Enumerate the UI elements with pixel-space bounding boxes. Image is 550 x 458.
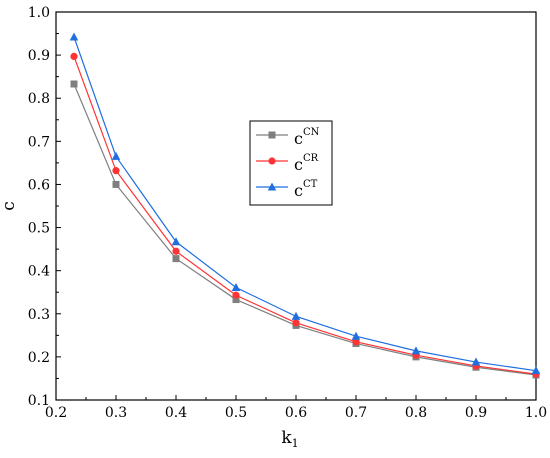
legend-label-cr: cCR	[294, 153, 319, 174]
data-point-ct	[411, 346, 421, 355]
data-point-cr	[292, 319, 300, 327]
y-tick-label: 0.4	[28, 264, 50, 280]
y-tick-label: 0.1	[28, 393, 50, 409]
x-tick-label: 0.3	[105, 405, 127, 421]
y-tick-label: 0.6	[28, 177, 50, 193]
legend-label-ct: cCT	[294, 179, 318, 200]
data-point-ct	[69, 32, 79, 41]
x-tick-label: 0.9	[465, 405, 487, 421]
data-point-cr	[112, 167, 120, 175]
x-tick-label: 1.0	[525, 405, 547, 421]
legend-label-base: c	[294, 129, 303, 148]
data-point-ct	[351, 331, 361, 340]
series-layer	[69, 32, 541, 379]
x-tick-label: 0.4	[165, 405, 187, 421]
x-axis-title-main: k	[281, 428, 292, 448]
y-tick-label: 0.2	[28, 350, 50, 366]
data-point-ct	[111, 151, 121, 160]
data-point-cn	[172, 255, 180, 263]
x-tick-label: 0.8	[405, 405, 427, 421]
data-point-ct	[171, 237, 181, 246]
y-tick-label: 0.3	[28, 307, 50, 323]
legend-label-cn: cCN	[294, 127, 320, 148]
x-tick-label: 0.5	[225, 405, 247, 421]
data-point-cn	[232, 296, 240, 304]
axes-layer: 0.2 0.3 0.4 0.5 0.6 0.7 0.8 0.9 1.00.10.20.30.40…	[28, 5, 547, 421]
y-axis-title: c	[0, 201, 19, 211]
axis-labels: c k1	[0, 201, 299, 450]
x-tick-label: 0.7	[345, 405, 367, 421]
x-tick-label: 0.6	[285, 405, 307, 421]
legend-marker-ct	[267, 182, 277, 191]
series-line-cr	[73, 56, 537, 375]
data-point-ct	[531, 366, 541, 375]
x-axis-title-sub: 1	[292, 437, 299, 450]
data-point-cr	[172, 247, 180, 255]
y-tick-label: 0.5	[28, 221, 50, 237]
y-tick-label: 0.9	[28, 48, 50, 64]
legend-marker-cn	[268, 131, 276, 139]
data-point-ct	[471, 357, 481, 366]
data-point-cn	[70, 80, 78, 88]
legend-label-sup: CN	[303, 127, 320, 138]
data-point-cr	[70, 52, 78, 61]
data-point-cn	[112, 180, 120, 188]
legend-marker-cr	[268, 157, 276, 165]
data-point-cr	[232, 291, 240, 299]
series-ct	[69, 32, 541, 375]
data-point-ct	[231, 282, 241, 291]
data-point-ct	[291, 311, 301, 320]
x-axis-title: k1	[281, 428, 298, 450]
x-tick-label: 0.2	[45, 405, 67, 421]
data-point-cr	[352, 338, 360, 346]
legend-box	[249, 120, 333, 206]
y-tick-label: 0.7	[28, 134, 50, 150]
legend-label-sup: CR	[303, 153, 319, 164]
plot-frame	[55, 11, 537, 401]
legend-label-sup: CT	[303, 179, 318, 190]
y-tick-label: 1.0	[28, 5, 50, 21]
legend-label-base: c	[294, 155, 303, 174]
legend-label-base: c	[294, 181, 303, 200]
y-tick-label: 0.8	[28, 91, 50, 107]
